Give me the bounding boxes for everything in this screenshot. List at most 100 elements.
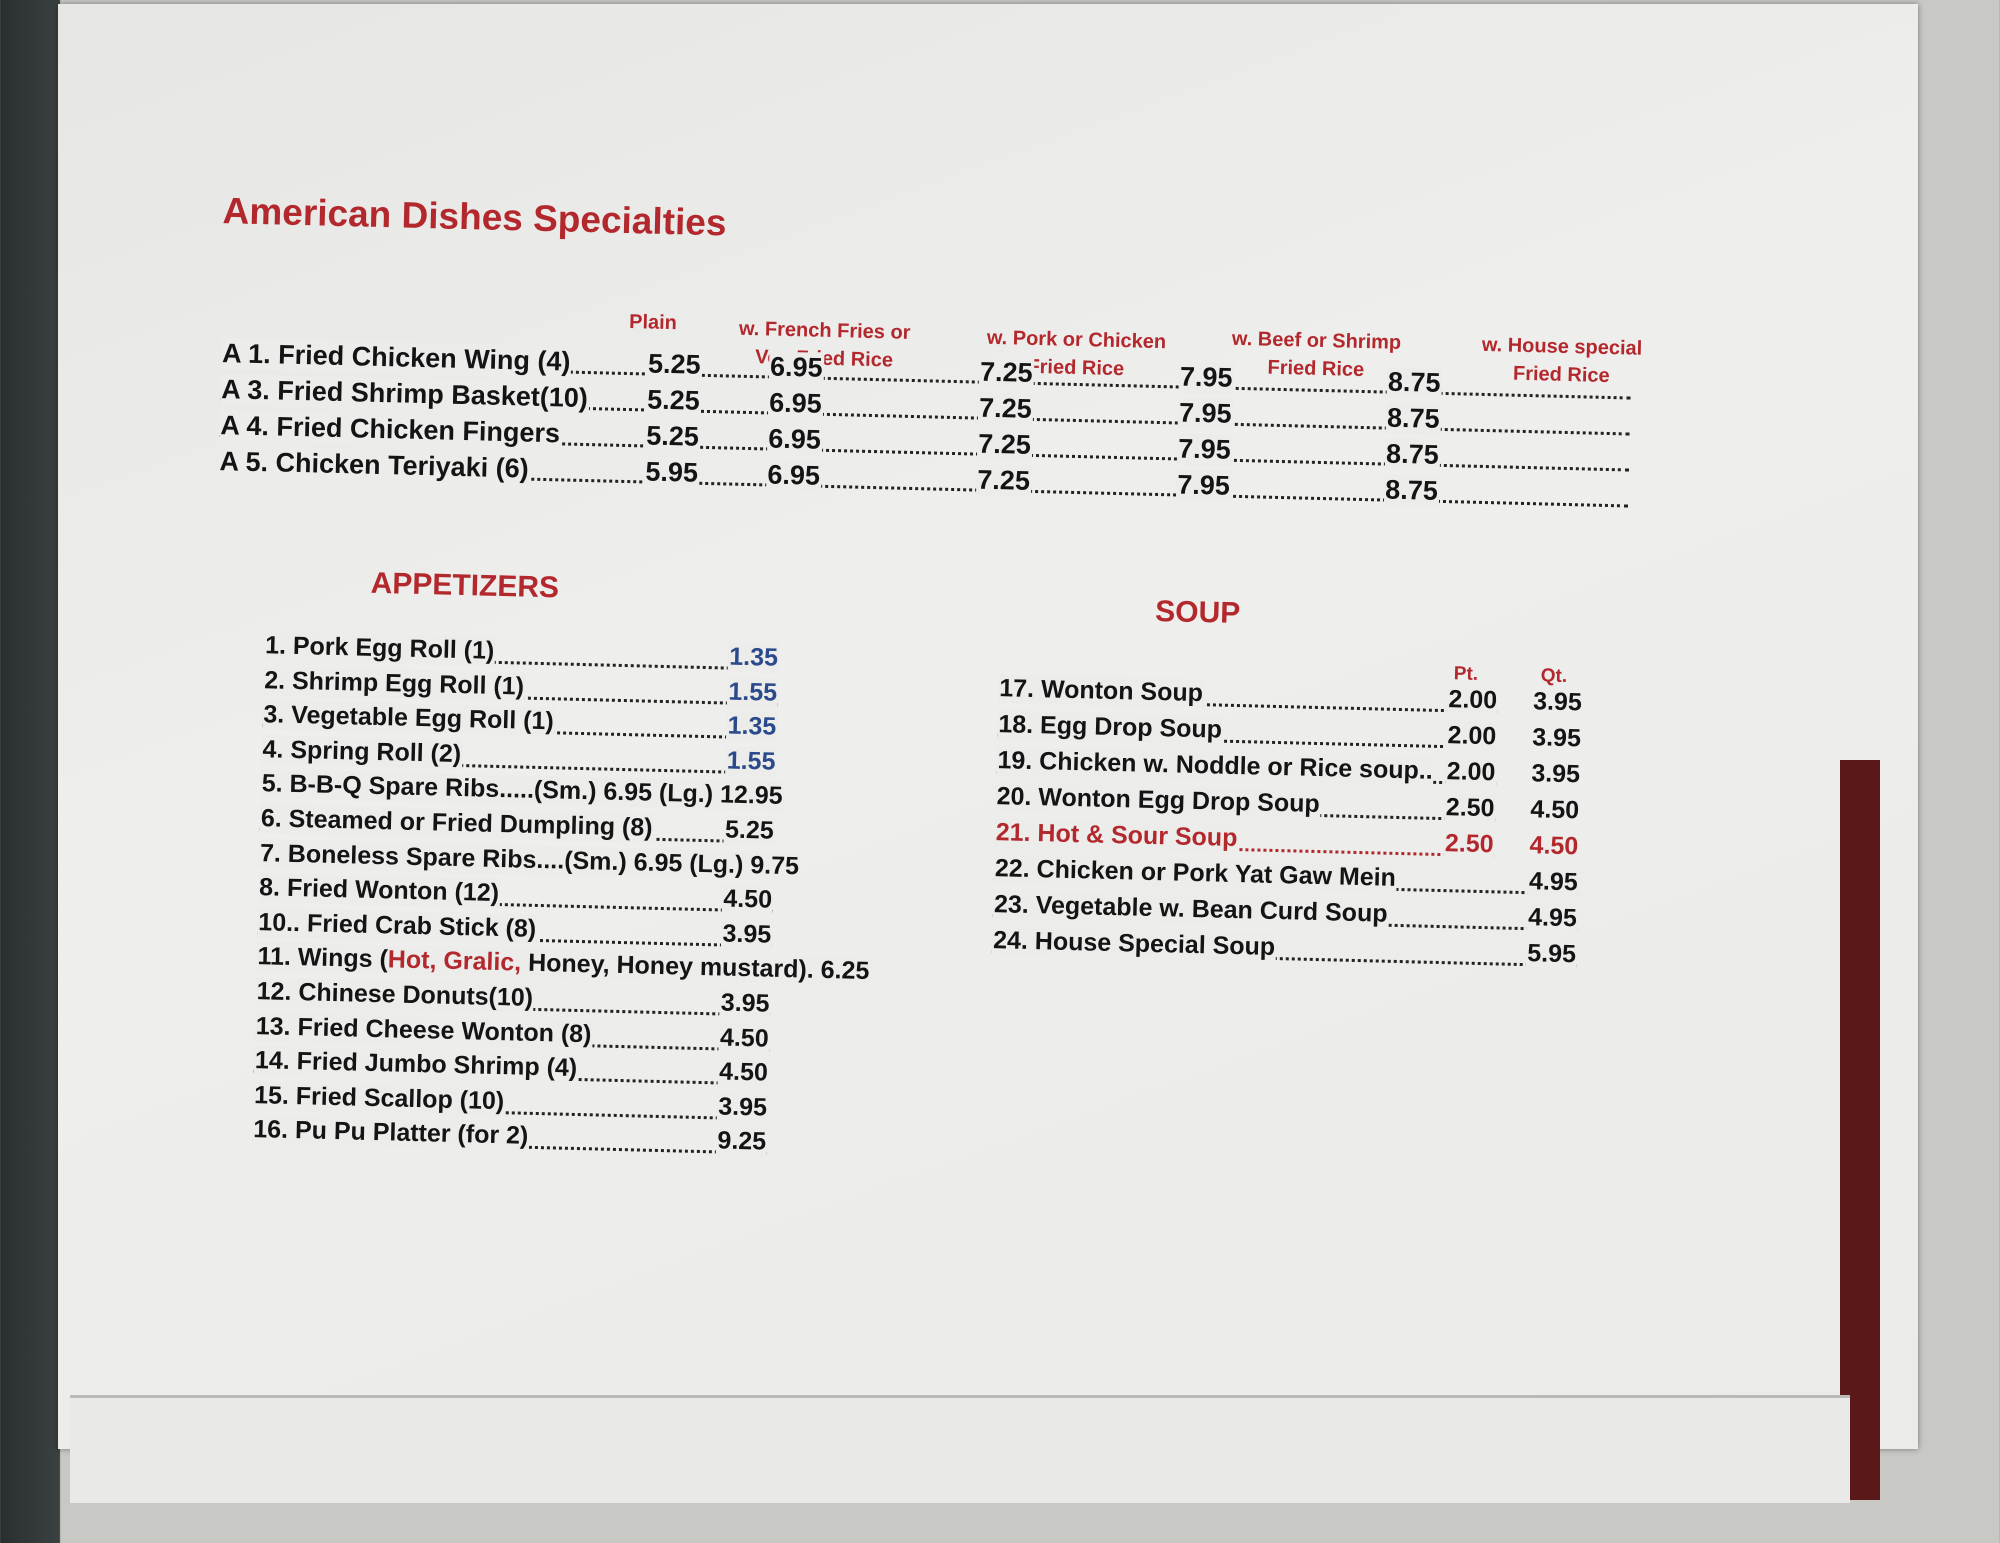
item-name-text: Fried Jumbo Shrimp (4): [296, 1047, 578, 1083]
item-price: 5.25: [645, 384, 702, 417]
item-number: 24.: [992, 926, 1029, 955]
header-line: w. House special: [1481, 333, 1643, 360]
item-name-text: Fried Scallop (10): [295, 1081, 505, 1116]
item-name-text: Shrimp Egg Roll (1): [291, 666, 525, 701]
item-price: 7.95: [1175, 469, 1232, 502]
item-number: 21.: [995, 818, 1031, 847]
item-price: 4.50: [722, 884, 774, 915]
item-number: 2.: [263, 665, 286, 695]
item-price: 4.95: [1527, 867, 1580, 898]
item-number: 6.: [260, 804, 283, 833]
quart-price: 4.50: [1530, 795, 1580, 825]
item-name: A 5. Chicken Teriyaki (6): [218, 446, 531, 485]
item-price: 1.55: [727, 677, 779, 708]
item-number: 8.: [258, 873, 281, 902]
item-name-text: Vegetable Egg Roll (1): [290, 701, 555, 736]
item-price: 7.95: [1176, 433, 1233, 466]
item-name-text: Chicken Teriyaki (6): [275, 447, 530, 484]
item-price: 4.50: [717, 1057, 770, 1088]
item-price: 8.75: [1385, 402, 1441, 435]
item-name-text: Hot & Sour Soup: [1037, 819, 1238, 853]
item-name: A 4. Fried Chicken Fingers: [219, 410, 562, 450]
item-name: 8. Fried Wonton (12): [257, 873, 501, 909]
quart-label: Qt.: [1540, 665, 1568, 688]
item-name: 1. Pork Egg Roll (1): [263, 631, 496, 666]
item-name: 12. Chinese Donuts(10): [255, 977, 535, 1013]
item-number: 18.: [998, 710, 1034, 740]
item-number: 5.: [261, 769, 283, 799]
item-price: 1.35: [727, 642, 780, 673]
item-name-text: Fried Chicken Fingers: [276, 411, 561, 449]
item-price: 8.75: [1384, 438, 1441, 471]
item-name: A 3. Fried Shrimp Basket(10): [219, 374, 590, 415]
item-price: 1.55: [725, 746, 777, 777]
item-price: 6.95: [767, 387, 824, 420]
item-name-text: Egg Drop Soup: [1039, 711, 1223, 744]
item-price: 5.95: [1525, 939, 1578, 970]
item-code: A 4.: [220, 410, 270, 442]
item-price: 3.95: [716, 1092, 769, 1123]
item-number: 11.: [257, 942, 292, 972]
pint-price: 2.00: [1445, 757, 1497, 788]
item-price: 4.95: [1526, 903, 1579, 934]
pint-label: Pt.: [1453, 663, 1479, 685]
item-name-text: Fried Cheese Wonton (8): [297, 1012, 592, 1048]
item-name-text: Pu Pu Platter (for 2): [294, 1116, 529, 1151]
item-name: 18. Egg Drop Soup: [997, 710, 1224, 745]
item-price: 4.50: [718, 1023, 771, 1054]
item-name-text: Fried Wonton (12): [286, 874, 500, 908]
header-line: w. French Fries or: [738, 317, 911, 344]
item-price: 7.25: [978, 356, 1034, 389]
quart-price: 3.95: [1531, 759, 1581, 789]
item-name-text: Pork Egg Roll (1): [292, 631, 495, 665]
item-name-text: Fried Shrimp Basket(10): [277, 375, 589, 414]
item-name: 20. Wonton Egg Drop Soup: [995, 782, 1322, 820]
item-number: 16.: [252, 1115, 289, 1145]
pint-price: 2.50: [1444, 793, 1496, 824]
item-price: 6.95: [768, 351, 825, 384]
item-price: 3.95: [719, 988, 771, 1019]
item-code: A 1.: [221, 338, 272, 370]
item-number: 7.: [259, 838, 282, 868]
quart-price: 4.50: [1529, 831, 1579, 861]
item-name: 3. Vegetable Egg Roll (1): [262, 700, 556, 737]
lower-sheet-edge: [70, 1395, 1850, 1503]
item-price: 5.25: [644, 420, 701, 453]
item-flavor-highlight: Hot, Gralic,: [387, 945, 522, 977]
item-price: 3.95: [721, 919, 773, 950]
item-number: 19.: [997, 746, 1033, 776]
item-price: 7.25: [977, 392, 1034, 425]
pint-price: 2.00: [1447, 685, 1499, 716]
item-price: 5.25: [646, 348, 703, 381]
item-number: 10..: [258, 907, 301, 937]
item-price: 6.95: [766, 459, 822, 492]
item-name: 17. Wonton Soup: [997, 674, 1205, 709]
item-name-text: Chinese Donuts(10): [298, 978, 534, 1012]
item-number: 4.: [262, 735, 284, 764]
item-code: A 5.: [219, 446, 269, 478]
quart-price: 3.95: [1531, 723, 1582, 753]
quart-price: 3.95: [1532, 687, 1583, 717]
item-number: 15.: [253, 1080, 290, 1110]
item-price: 1.35: [726, 711, 778, 742]
soup-heading: SOUP: [1154, 594, 1241, 631]
background-object: [1840, 760, 1880, 1500]
item-price: 9.25: [716, 1126, 768, 1158]
item-name-text: Wings (: [297, 943, 389, 974]
item-price: 8.75: [1386, 366, 1442, 399]
pint-price: 2.50: [1443, 829, 1495, 860]
item-price: 5.25: [723, 815, 776, 846]
item-number: 22.: [994, 854, 1031, 883]
item-name-text: Chicken or Pork Yat Gaw Mein: [1036, 855, 1397, 892]
item-number: 23.: [993, 890, 1030, 919]
item-name: 16. Pu Pu Platter (for 2): [251, 1115, 530, 1152]
item-price: 8.75: [1383, 474, 1440, 507]
header-line: w. Pork or Chicken: [986, 326, 1167, 354]
item-name-text: Spring Roll (2): [290, 735, 462, 768]
item-number: 20.: [996, 782, 1032, 811]
header-plain: Plain: [628, 311, 678, 335]
item-name: A 1. Fried Chicken Wing (4): [220, 338, 572, 378]
item-name: 4. Spring Roll (2): [261, 734, 463, 769]
item-name-text: Vegetable w. Bean Curd Soup: [1035, 891, 1388, 928]
appetizers-heading: APPETIZERS: [370, 566, 560, 605]
